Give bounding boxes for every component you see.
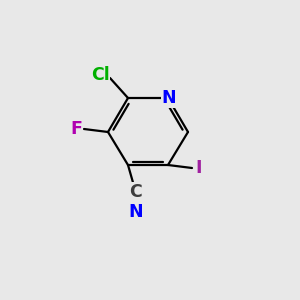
Text: C: C xyxy=(130,183,142,201)
Text: N: N xyxy=(162,89,176,107)
Text: Cl: Cl xyxy=(91,66,110,84)
Text: N: N xyxy=(129,203,143,221)
Text: I: I xyxy=(196,159,202,177)
Text: F: F xyxy=(70,120,82,138)
